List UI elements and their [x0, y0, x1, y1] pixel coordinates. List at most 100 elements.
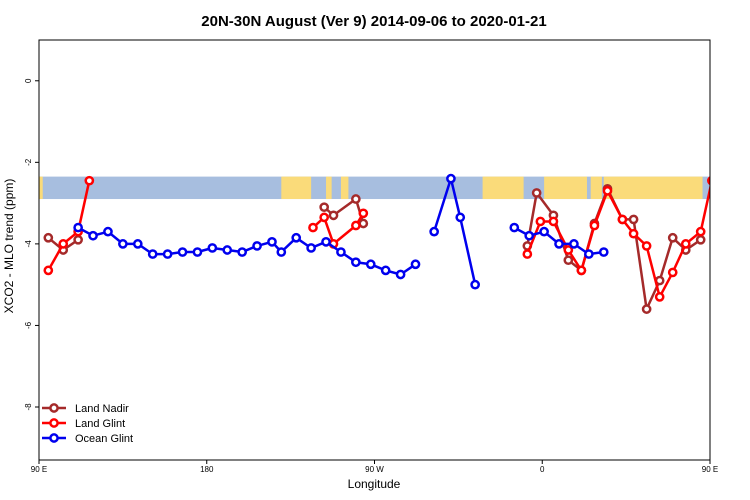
legend-label: Ocean Glint [75, 433, 133, 445]
data-point [446, 173, 456, 184]
land-patch [603, 176, 703, 200]
legend-marker [49, 418, 59, 428]
series-ocean-glint [73, 173, 609, 290]
data-point [118, 239, 128, 249]
data-point [103, 226, 113, 237]
data-point [351, 257, 361, 268]
data-point [602, 186, 613, 196]
x-tick-label: 90 E [31, 465, 47, 474]
y-axis-label: XCO2 - MLO trend (ppm) [2, 179, 16, 314]
land-patch [590, 176, 602, 200]
data-point [358, 218, 369, 229]
data-point [306, 243, 316, 253]
data-point [667, 232, 678, 243]
legend-marker [49, 433, 59, 443]
land-patch [482, 176, 524, 200]
data-point [563, 245, 574, 255]
data-point [43, 265, 54, 276]
data-point [276, 247, 287, 257]
land-ocean-band [39, 176, 723, 200]
data-point [73, 222, 83, 233]
data-point [617, 214, 628, 225]
plot-frame [38, 39, 711, 461]
series-layer [43, 173, 710, 314]
data-point [628, 214, 639, 225]
data-point [470, 279, 480, 290]
data-point [351, 194, 361, 204]
data-point [576, 265, 587, 276]
data-point [628, 228, 639, 239]
x-tick-label: 90 E [702, 465, 718, 474]
chart-title: 20N-30N August (Ver 9) 2014-09-06 to 202… [201, 13, 546, 30]
data-point [58, 239, 69, 249]
series-line [47, 180, 91, 272]
y-tick-label: -4 [24, 240, 33, 248]
data-point [328, 210, 339, 221]
data-point [589, 220, 600, 231]
x-tick-label: 90 W [365, 465, 384, 474]
data-point [641, 304, 652, 314]
data-point [707, 176, 710, 186]
axes: 90 E 180 90 W 0 90 E 0 -2 -4 -6 -8 [24, 78, 718, 474]
data-point [162, 249, 173, 259]
data-point [563, 255, 574, 266]
data-point [695, 234, 706, 245]
data-point [321, 236, 331, 247]
data-point [267, 236, 277, 247]
y-tick-label: -6 [24, 321, 33, 329]
x-tick-label: 0 [540, 465, 545, 474]
series-line [432, 177, 477, 285]
land-patch [712, 177, 723, 199]
data-point [522, 249, 533, 259]
data-point [365, 259, 376, 270]
legend-label: Land Nadir [75, 403, 129, 415]
data-point [358, 208, 369, 219]
data-point [695, 226, 706, 237]
data-point [429, 226, 439, 237]
data-point [395, 269, 406, 280]
data-point [410, 259, 421, 270]
data-point [147, 249, 158, 259]
data-point [583, 249, 594, 259]
data-point [531, 188, 542, 198]
data-point [222, 245, 233, 255]
data-point [237, 247, 248, 257]
land-patch [39, 176, 43, 200]
land-patch [340, 176, 349, 200]
y-tick-label: 0 [24, 78, 33, 83]
legend-label: Land Glint [75, 418, 125, 430]
data-point [291, 232, 302, 243]
data-point [192, 247, 203, 257]
data-point [336, 247, 346, 257]
data-point [177, 247, 188, 257]
data-point [667, 267, 678, 278]
ocean-strip [39, 176, 710, 200]
data-point [252, 241, 262, 251]
y-tick-label: -8 [24, 403, 33, 411]
data-point [308, 222, 318, 233]
data-point [351, 220, 361, 231]
data-point [84, 175, 95, 186]
y-tick-label: -2 [24, 158, 33, 166]
data-point [548, 216, 559, 227]
data-point [535, 216, 546, 227]
data-point [380, 265, 391, 276]
data-point [524, 230, 535, 241]
data-point [319, 202, 330, 213]
data-point [132, 239, 143, 249]
legend-marker [49, 403, 59, 413]
land-patch [544, 176, 587, 200]
land-patch [281, 176, 312, 200]
data-point [654, 292, 665, 302]
data-point [680, 239, 691, 249]
data-point [539, 226, 549, 237]
data-point [88, 230, 98, 241]
data-point [319, 212, 330, 223]
data-point [43, 232, 54, 243]
x-axis-label: Longitude [348, 477, 401, 491]
series-land-glint [43, 175, 710, 302]
x-tick-label: 180 [200, 465, 214, 474]
data-point [569, 239, 579, 249]
land-patch [326, 176, 332, 200]
